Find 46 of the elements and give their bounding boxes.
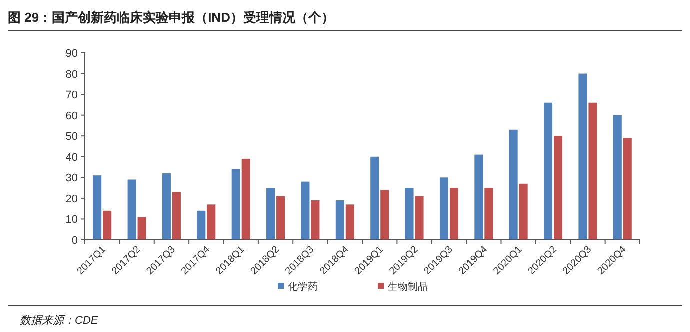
bar [232, 169, 240, 240]
y-tick-label: 50 [66, 131, 78, 144]
bar [380, 190, 390, 240]
bar [276, 196, 286, 240]
legend-label: 化学药 [288, 281, 318, 293]
bar [509, 130, 518, 240]
bar [578, 74, 588, 240]
bar [103, 210, 112, 240]
bar [172, 192, 181, 240]
y-tick-label: 0 [72, 235, 78, 247]
y-tick-label: 10 [66, 214, 78, 226]
bar [440, 178, 448, 240]
bar [554, 136, 563, 240]
y-tick-label: 80 [66, 68, 78, 81]
bar [301, 182, 310, 240]
bar [370, 156, 380, 240]
bar [519, 184, 528, 240]
legend-label: 生物制品 [388, 281, 428, 293]
bar [311, 200, 320, 240]
bar [544, 102, 553, 240]
y-tick-label: 70 [66, 90, 78, 102]
bar [588, 102, 598, 240]
y-tick-label: 60 [66, 110, 78, 122]
y-tick-label: 90 [66, 48, 78, 60]
bar [450, 188, 458, 240]
source-note: 数据来源：CDE [20, 314, 99, 327]
bar [266, 188, 276, 240]
bar [162, 174, 171, 240]
bar [415, 196, 424, 240]
bar [484, 188, 494, 240]
bar [405, 188, 414, 240]
bar [242, 158, 250, 240]
y-tick-label: 30 [66, 172, 78, 185]
bar [138, 217, 146, 240]
bar [474, 154, 484, 240]
bar [613, 115, 622, 240]
bar [93, 176, 102, 240]
y-tick-label: 20 [66, 193, 78, 206]
bar [197, 210, 206, 240]
bar [128, 180, 136, 240]
y-tick-label: 40 [66, 152, 78, 164]
bar [623, 138, 632, 240]
bar [346, 204, 354, 240]
chart-title: 图 29：国产创新药临床实验申报（IND）受理情况（个） [8, 10, 334, 25]
bar [336, 200, 344, 240]
bar [207, 204, 216, 240]
